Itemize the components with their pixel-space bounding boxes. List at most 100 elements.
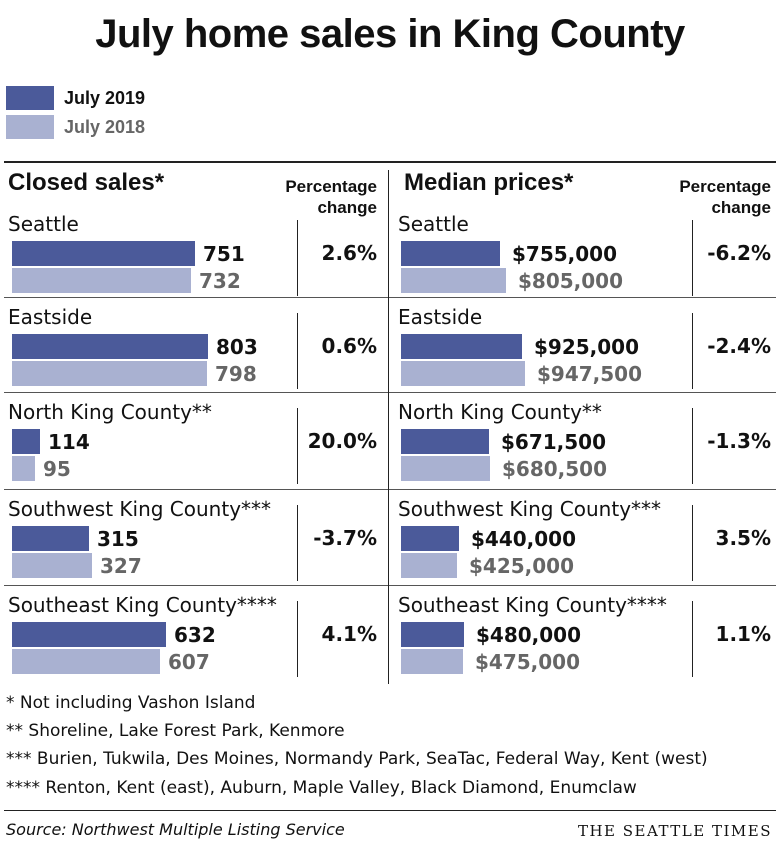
prices-3-bar-2019 bbox=[401, 429, 489, 454]
sales-5-pct-change: 4.1% bbox=[321, 622, 377, 646]
sales-5-value-2019: 632 bbox=[174, 623, 216, 647]
prices-2-bar-2019 bbox=[401, 334, 522, 359]
prices-1-bar-2018 bbox=[401, 268, 506, 293]
sales-4-value-2018: 327 bbox=[100, 554, 142, 578]
sales-2-row-rule bbox=[4, 392, 388, 393]
sales-2-value-2018: 798 bbox=[215, 362, 257, 386]
prices-2-value-2019: $925,000 bbox=[534, 335, 640, 359]
legend-label-2019: July 2019 bbox=[64, 87, 146, 108]
prices-4-region-label: Southwest King County*** bbox=[398, 497, 662, 521]
prices-2-pct-divider bbox=[692, 313, 693, 389]
sales-1-value-2018: 732 bbox=[199, 269, 241, 293]
prices-3-region-label: North King County** bbox=[398, 400, 602, 424]
prices-4-bar-2019 bbox=[401, 526, 459, 551]
sales-5-region-label: Southeast King County**** bbox=[8, 593, 277, 617]
prices-4-value-2019: $440,000 bbox=[471, 527, 577, 551]
prices-3-pct-change: -1.3% bbox=[707, 429, 771, 453]
prices-5-value-2018: $475,000 bbox=[475, 650, 581, 674]
prices-4-value-2018: $425,000 bbox=[469, 554, 575, 578]
sales-2-region-label: Eastside bbox=[8, 305, 93, 329]
prices-5-bar-2019 bbox=[401, 622, 464, 647]
prices-1-value-2018: $805,000 bbox=[518, 269, 624, 293]
prices-2-region-label: Eastside bbox=[398, 305, 483, 329]
sales-2-value-2019: 803 bbox=[216, 335, 258, 359]
sales-1-bar-2019 bbox=[12, 241, 195, 266]
prices-1-value-2019: $755,000 bbox=[512, 242, 618, 266]
sales-2-bar-2018 bbox=[12, 361, 207, 386]
sales-4-row-rule bbox=[4, 585, 388, 586]
sales-1-bar-2018 bbox=[12, 268, 191, 293]
sales-pct-header-line1: Percentage bbox=[285, 177, 377, 196]
bottom-rule bbox=[4, 810, 776, 811]
prices-3-pct-divider bbox=[692, 408, 693, 484]
sales-1-pct-divider bbox=[297, 220, 298, 296]
legend-label-2018: July 2018 bbox=[64, 116, 146, 137]
prices-2-bar-2018 bbox=[401, 361, 525, 386]
sales-4-pct-divider bbox=[297, 505, 298, 581]
legend-item-2019: July 2019 bbox=[6, 86, 145, 110]
prices-5-bar-2018 bbox=[401, 649, 463, 674]
sales-1-region-label: Seattle bbox=[8, 212, 79, 236]
prices-2-value-2018: $947,500 bbox=[537, 362, 643, 386]
prices-3-bar-2018 bbox=[401, 456, 490, 481]
footnote-1: * Not including Vashon Island bbox=[6, 693, 256, 713]
footnote-4: **** Renton, Kent (east), Auburn, Maple … bbox=[6, 778, 637, 798]
sales-3-value-2019: 114 bbox=[48, 430, 90, 454]
sales-pct-header-line2: change bbox=[317, 198, 377, 217]
prices-1-bar-2019 bbox=[401, 241, 500, 266]
sales-3-value-2018: 95 bbox=[43, 457, 71, 481]
prices-5-pct-divider bbox=[692, 601, 693, 677]
prices-1-pct-divider bbox=[692, 220, 693, 296]
prices-panel-title: Median prices* bbox=[404, 169, 574, 196]
prices-2-row-rule bbox=[389, 392, 776, 393]
sales-3-bar-2019 bbox=[12, 429, 40, 454]
sales-4-bar-2018 bbox=[12, 553, 92, 578]
prices-5-value-2019: $480,000 bbox=[476, 623, 582, 647]
sales-1-pct-change: 2.6% bbox=[321, 241, 377, 265]
sales-2-pct-divider bbox=[297, 313, 298, 389]
brand-logo: THE SEATTLE TIMES bbox=[577, 822, 772, 840]
prices-5-pct-change: 1.1% bbox=[715, 622, 771, 646]
top-rule bbox=[4, 161, 776, 163]
sales-2-bar-2019 bbox=[12, 334, 208, 359]
sales-pct-header: Percentage change bbox=[250, 176, 377, 218]
prices-3-row-rule bbox=[389, 489, 776, 490]
prices-4-pct-change: 3.5% bbox=[715, 526, 771, 550]
prices-1-pct-change: -6.2% bbox=[707, 241, 771, 265]
sales-1-value-2019: 751 bbox=[203, 242, 245, 266]
chart-title: July home sales in King County bbox=[95, 12, 685, 56]
prices-3-value-2018: $680,500 bbox=[502, 457, 608, 481]
sales-3-pct-change: 20.0% bbox=[307, 429, 377, 453]
sales-3-bar-2018 bbox=[12, 456, 35, 481]
prices-1-region-label: Seattle bbox=[398, 212, 469, 236]
prices-4-row-rule bbox=[389, 585, 776, 586]
sales-3-row-rule bbox=[4, 489, 388, 490]
sales-4-pct-change: -3.7% bbox=[313, 526, 377, 550]
legend-item-2018: July 2018 bbox=[6, 115, 145, 139]
prices-1-row-rule bbox=[389, 297, 776, 298]
footnote-3: *** Burien, Tukwila, Des Moines, Normand… bbox=[6, 749, 708, 769]
prices-5-region-label: Southeast King County**** bbox=[398, 593, 667, 617]
sales-5-pct-divider bbox=[297, 601, 298, 677]
prices-4-bar-2018 bbox=[401, 553, 457, 578]
legend-swatch-2019 bbox=[6, 86, 54, 110]
sales-5-bar-2019 bbox=[12, 622, 166, 647]
sales-1-row-rule bbox=[4, 297, 388, 298]
sales-4-value-2019: 315 bbox=[97, 527, 139, 551]
prices-pct-header-line2: change bbox=[711, 198, 771, 217]
prices-4-pct-divider bbox=[692, 505, 693, 581]
footnote-2: ** Shoreline, Lake Forest Park, Kenmore bbox=[6, 721, 345, 741]
source-note: Source: Northwest Multiple Listing Servi… bbox=[6, 820, 345, 839]
sales-3-pct-divider bbox=[297, 408, 298, 484]
sales-3-region-label: North King County** bbox=[8, 400, 212, 424]
prices-pct-header-line1: Percentage bbox=[679, 177, 771, 196]
sales-2-pct-change: 0.6% bbox=[321, 334, 377, 358]
sales-4-bar-2019 bbox=[12, 526, 89, 551]
panel-divider bbox=[388, 170, 389, 684]
sales-5-value-2018: 607 bbox=[168, 650, 210, 674]
sales-4-region-label: Southwest King County*** bbox=[8, 497, 272, 521]
prices-pct-header: Percentage change bbox=[640, 176, 771, 218]
prices-3-value-2019: $671,500 bbox=[501, 430, 607, 454]
prices-2-pct-change: -2.4% bbox=[707, 334, 771, 358]
legend-swatch-2018 bbox=[6, 115, 54, 139]
